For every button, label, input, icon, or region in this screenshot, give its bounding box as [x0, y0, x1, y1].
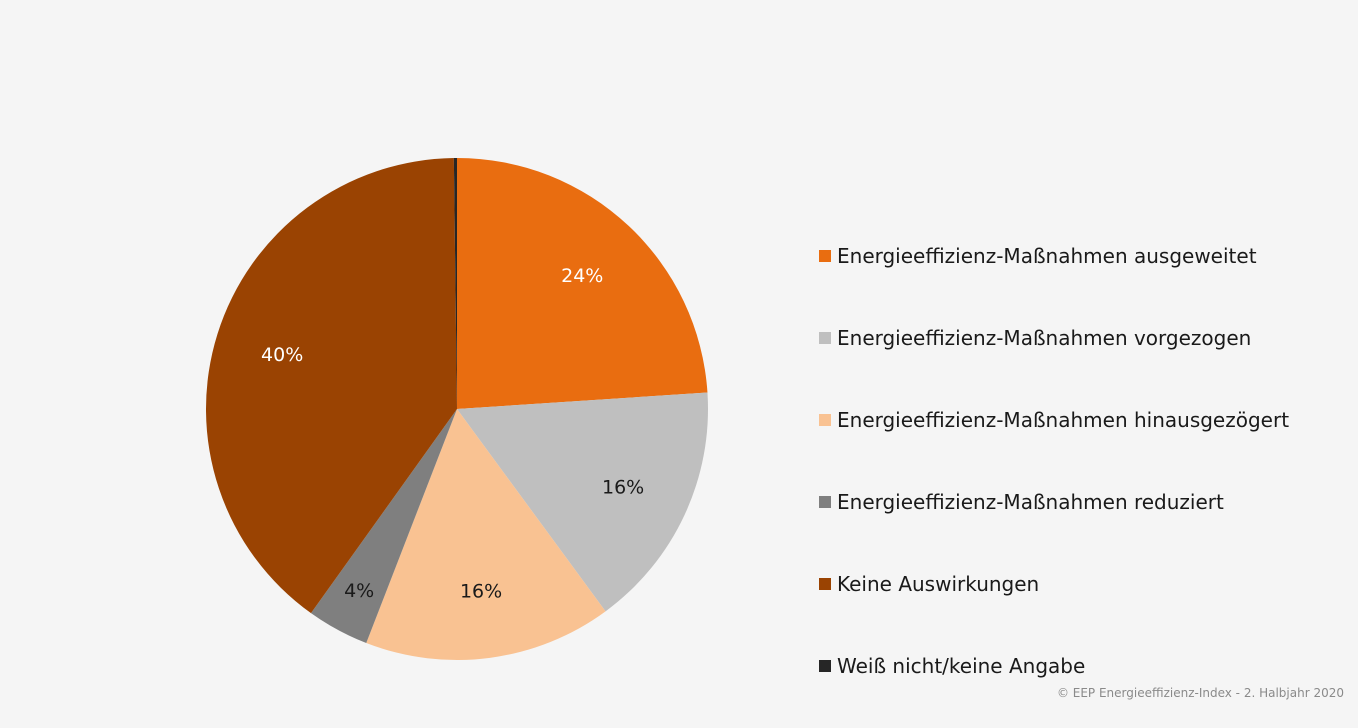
legend-item: Keine Auswirkungen — [819, 564, 1289, 604]
legend-label: Energieeffizienz-Maßnahmen hinausgezöger… — [837, 408, 1290, 432]
chart-legend: Energieeffizienz-Maßnahmen ausgeweitet En… — [819, 236, 1289, 728]
legend-label: Keine Auswirkungen — [837, 572, 1040, 596]
legend-item: Energieeffizienz-Maßnahmen hinausgezöger… — [819, 400, 1289, 440]
pie-chart: 24% 16% 16% 4% 40% — [205, 158, 708, 661]
pie-slice-2 — [457, 392, 708, 612]
legend-swatch — [819, 496, 831, 508]
legend-swatch — [819, 414, 831, 426]
legend-item: Energieeffizienz-Maßnahmen reduziert — [819, 482, 1289, 522]
legend-item: Energieeffizienz-Maßnahmen vorgezogen — [819, 318, 1289, 358]
pie-slice-3 — [366, 409, 606, 661]
pie-slice-6 — [453, 158, 457, 409]
slice-data-label: 24% — [561, 265, 603, 287]
slice-data-label: 16% — [602, 476, 644, 498]
legend-item: Energieeffizienz-Maßnahmen ausgeweitet — [819, 236, 1289, 276]
legend-swatch — [819, 332, 831, 344]
legend-item: Weiß nicht/keine Angabe — [819, 646, 1289, 686]
legend-swatch — [819, 250, 831, 262]
legend-label: Energieeffizienz-Maßnahmen ausgeweitet — [837, 244, 1257, 268]
legend-swatch — [819, 578, 831, 590]
slice-data-label: 40% — [261, 344, 303, 366]
legend-label: Weiß nicht/keine Angabe — [837, 654, 1086, 678]
pie-slice-5 — [205, 158, 457, 614]
pie-slice-1 — [457, 158, 708, 409]
legend-label: Energieeffizienz-Maßnahmen vorgezogen — [837, 326, 1252, 350]
pie-slice-4 — [310, 409, 457, 644]
legend-label: Energieeffizienz-Maßnahmen reduziert — [837, 490, 1224, 514]
slice-data-label: 16% — [460, 581, 502, 603]
slice-data-label: 4% — [344, 580, 374, 602]
copyright-footer: © EEP Energieeffizienz-Index - 2. Halbja… — [1056, 686, 1344, 700]
legend-swatch — [819, 660, 831, 672]
